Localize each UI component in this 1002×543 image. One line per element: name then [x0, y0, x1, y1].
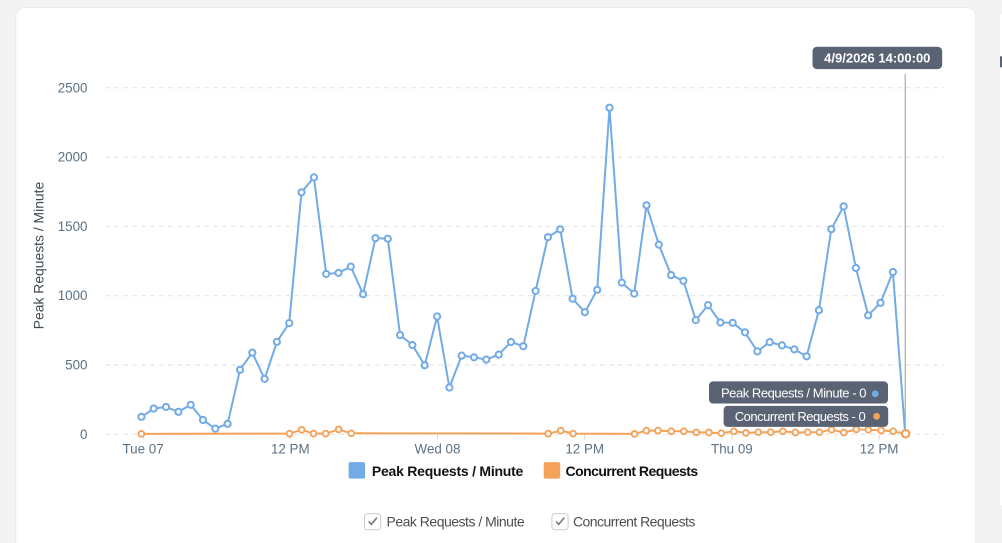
svg-text:2000: 2000 [58, 150, 88, 165]
svg-text:0: 0 [80, 427, 87, 442]
svg-text:Tue 07: Tue 07 [122, 442, 163, 457]
svg-text:Peak Requests / Minute: Peak Requests / Minute [387, 514, 525, 530]
svg-text:1000: 1000 [58, 288, 88, 303]
svg-text:Peak Requests / Minute - 0: Peak Requests / Minute - 0 [721, 385, 866, 400]
svg-text:Concurrent Requests - 0: Concurrent Requests - 0 [735, 409, 866, 424]
svg-text:Concurrent Requests: Concurrent Requests [573, 514, 695, 530]
svg-text:2500: 2500 [58, 80, 88, 95]
svg-text:Thu 09: Thu 09 [711, 442, 753, 457]
svg-text:4/9/2026 14:00:00: 4/9/2026 14:00:00 [824, 51, 930, 66]
svg-text:Wed 08: Wed 08 [415, 442, 461, 457]
svg-text:12 PM: 12 PM [565, 442, 604, 457]
svg-text:1500: 1500 [58, 219, 88, 234]
svg-text:500: 500 [65, 358, 87, 373]
svg-text:Peak Requests / Minute: Peak Requests / Minute [31, 181, 47, 329]
svg-text:Concurrent Requests: Concurrent Requests [566, 463, 699, 479]
svg-text:Peak Requests / Minute: Peak Requests / Minute [372, 463, 524, 479]
svg-text:12 PM: 12 PM [860, 442, 899, 457]
svg-text:12 PM: 12 PM [271, 442, 310, 457]
